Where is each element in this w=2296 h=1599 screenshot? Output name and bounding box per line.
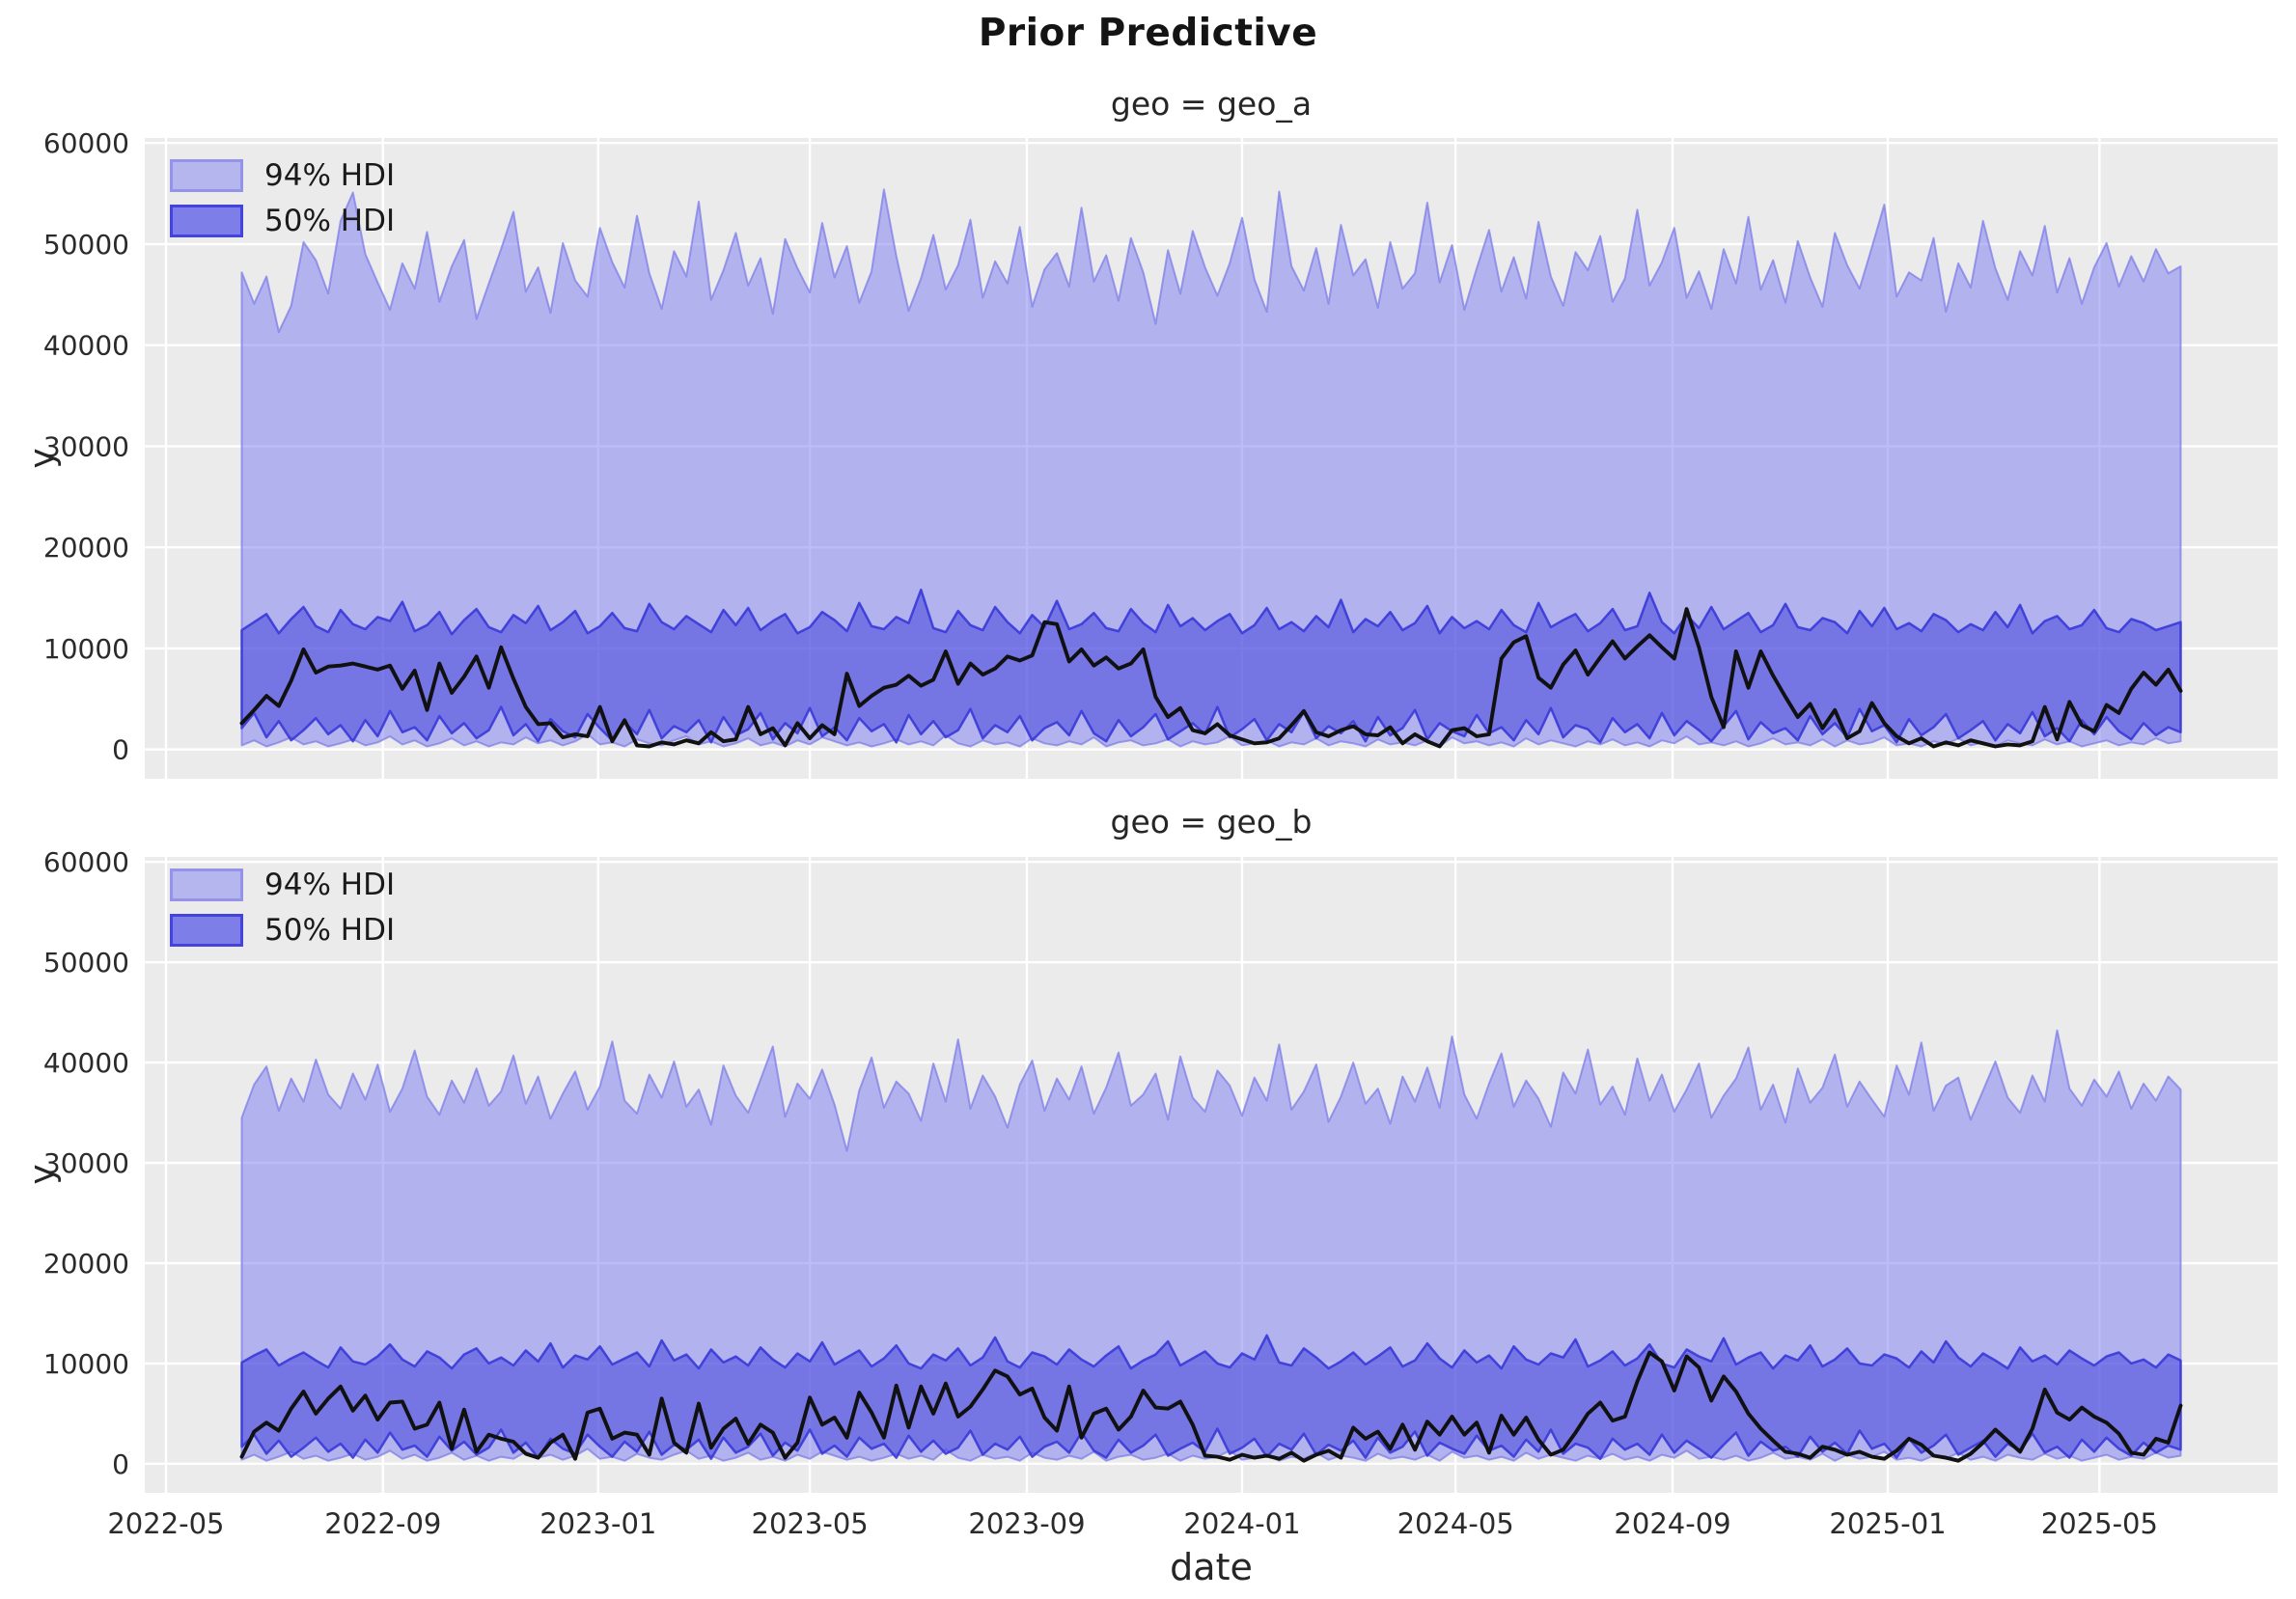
hdi-94-swatch — [170, 159, 243, 192]
y-tick-label: 30000 — [43, 430, 129, 462]
x-tick-label: 2022-09 — [324, 1507, 441, 1540]
observed-line — [239, 607, 2183, 749]
x-tick-label: 2024-09 — [1614, 1507, 1730, 1540]
legend-label: 50% HDI — [264, 912, 396, 948]
legend-label: 94% HDI — [264, 157, 396, 193]
y-tick-label: 60000 — [43, 127, 129, 159]
legend-item-94-hdi: 94% HDI — [170, 159, 395, 192]
hdi-50-swatch — [170, 205, 243, 237]
y-tick-label: 20000 — [43, 532, 129, 564]
x-tick-label: 2025-01 — [1829, 1507, 1946, 1540]
y-tick-label: 60000 — [43, 846, 129, 878]
legend-item-50-hdi: 50% HDI — [170, 914, 395, 947]
tick-labels: 0 10000 20000 30000 40000 50000 60000 — [43, 127, 129, 765]
subplot-title-geo-b: geo = geo_b — [1110, 803, 1313, 841]
legend-item-50-hdi: 50% HDI — [170, 205, 395, 237]
y-tick-label: 40000 — [43, 1047, 129, 1079]
y-tick-label: 40000 — [43, 330, 129, 362]
x-axis-label: date — [1170, 1546, 1253, 1588]
y-tick-label: 50000 — [43, 229, 129, 261]
y-tick-label: 0 — [112, 734, 129, 766]
y-tick-label: 10000 — [43, 1348, 129, 1380]
hdi-94-swatch — [170, 868, 243, 901]
y-tick-label: 50000 — [43, 947, 129, 979]
legend-geo-a: 94% HDI 50% HDI — [170, 159, 395, 237]
tick-labels: 0 10000 20000 30000 40000 50000 60000 2022-05 20… — [43, 846, 2158, 1540]
hdi-50-swatch — [170, 914, 243, 947]
x-tick-label: 2023-09 — [968, 1507, 1085, 1540]
legend-geo-b: 94% HDI 50% HDI — [170, 868, 395, 947]
hdi-94-band — [240, 188, 2182, 748]
y-tick-label: 30000 — [43, 1147, 129, 1179]
y-tick-label: 20000 — [43, 1248, 129, 1280]
y-axis-label-geo-a: y — [22, 448, 63, 469]
observed-line — [239, 1350, 2183, 1463]
x-tick-label: 2025-05 — [2041, 1507, 2158, 1540]
figure-title: Prior Predictive — [978, 12, 1318, 55]
subplot-geo_a: 0 10000 20000 30000 40000 50000 60000 — [43, 127, 2278, 779]
legend-item-94-hdi: 94% HDI — [170, 868, 395, 901]
legend-label: 50% HDI — [264, 203, 396, 238]
y-axis-label-geo-b: y — [22, 1164, 63, 1185]
hdi-50-band — [240, 588, 2182, 744]
x-tick-label: 2022-05 — [107, 1507, 224, 1540]
subplot-geo_b: 0 10000 20000 30000 40000 50000 60000 2022-05 20… — [43, 846, 2278, 1540]
x-tick-label: 2023-01 — [539, 1507, 656, 1540]
y-tick-label: 10000 — [43, 633, 129, 665]
x-tick-label: 2024-01 — [1183, 1507, 1300, 1540]
subplot-title-geo-a: geo = geo_a — [1110, 85, 1313, 123]
y-tick-label: 0 — [112, 1448, 129, 1480]
hdi-94-band — [240, 1029, 2182, 1462]
x-tick-label: 2024-05 — [1397, 1507, 1514, 1540]
legend-label: 94% HDI — [264, 867, 396, 902]
x-tick-label: 2023-05 — [752, 1507, 869, 1540]
